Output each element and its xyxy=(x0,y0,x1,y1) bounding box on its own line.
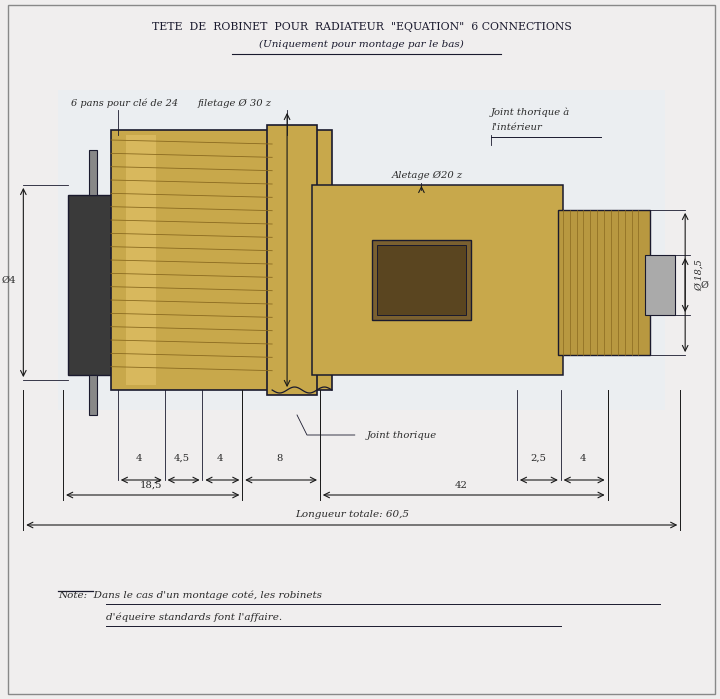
Text: Joint thorique à: Joint thorique à xyxy=(491,107,570,117)
Text: 4: 4 xyxy=(217,454,224,463)
Text: 4: 4 xyxy=(135,454,142,463)
Text: 18,5: 18,5 xyxy=(140,481,162,490)
Bar xyxy=(126,135,156,385)
Bar xyxy=(58,90,665,410)
Text: Joint thorique: Joint thorique xyxy=(366,431,437,440)
Bar xyxy=(372,240,471,320)
Text: 2,5: 2,5 xyxy=(530,454,546,463)
Bar xyxy=(377,245,467,315)
Bar xyxy=(267,125,317,395)
Bar xyxy=(89,375,97,415)
Text: Longueur totale: 60,5: Longueur totale: 60,5 xyxy=(294,510,409,519)
Text: 8: 8 xyxy=(276,454,282,463)
Text: l'intérieur: l'intérieur xyxy=(491,124,542,133)
Text: Ø 18,5: Ø 18,5 xyxy=(695,259,704,291)
Text: Note:  Dans le cas d'un montage coté, les robinets: Note: Dans le cas d'un montage coté, les… xyxy=(58,590,322,600)
Text: (Uniquement pour montage par le bas): (Uniquement pour montage par le bas) xyxy=(259,40,464,49)
Text: 4,5: 4,5 xyxy=(174,454,189,463)
Text: filetage Ø 30 z: filetage Ø 30 z xyxy=(197,99,271,108)
Text: 42: 42 xyxy=(455,481,468,490)
Text: TETE  DE  ROBINET  POUR  RADIATEUR  "EQUATION"  6 CONNECTIONS: TETE DE ROBINET POUR RADIATEUR "EQUATION… xyxy=(152,22,572,32)
Text: 6 pans pour clé de 24: 6 pans pour clé de 24 xyxy=(71,99,179,108)
Text: 4: 4 xyxy=(580,454,586,463)
Text: d'équeire standards font l'affaire.: d'équeire standards font l'affaire. xyxy=(106,612,282,621)
Bar xyxy=(89,150,97,195)
Text: Aletage Ø20 z: Aletage Ø20 z xyxy=(392,171,463,180)
Bar xyxy=(111,130,332,390)
Bar xyxy=(558,210,650,355)
Text: Ø: Ø xyxy=(700,280,708,289)
Text: Ø4: Ø4 xyxy=(1,275,16,284)
Bar xyxy=(645,255,675,315)
Bar xyxy=(312,185,563,375)
Bar xyxy=(68,195,118,375)
